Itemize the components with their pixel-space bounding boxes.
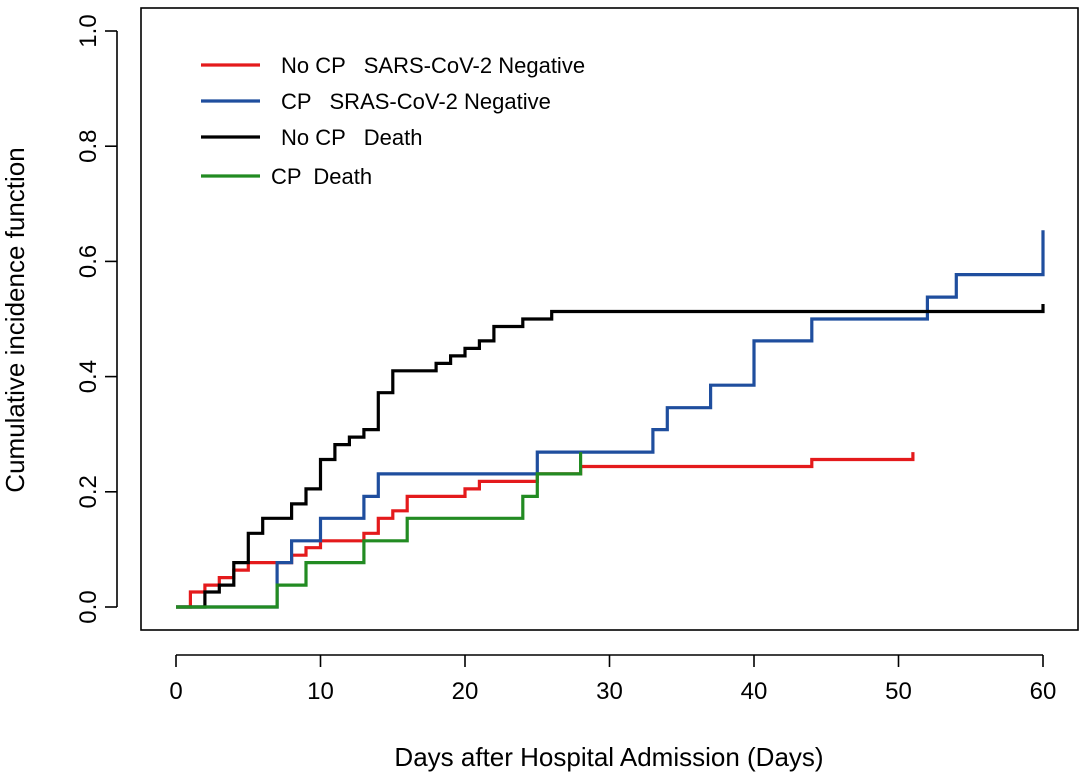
- legend-label-2: No CP Death: [281, 125, 422, 150]
- y-tick-label: 0.0: [75, 590, 102, 623]
- series-line-2: [176, 304, 1045, 609]
- x-tick-label: 10: [307, 678, 334, 705]
- y-tick-label: 0.8: [75, 130, 102, 163]
- x-tick-label: 30: [596, 678, 623, 705]
- y-tick-label: 0.4: [75, 360, 102, 393]
- x-axis: 0 10 20 30 40 50 60: [169, 654, 1057, 705]
- x-tick-label: 0: [169, 678, 182, 705]
- x-tick-label: 60: [1030, 678, 1057, 705]
- legend-label-1: CP SRAS-CoV-2 Negative: [281, 89, 551, 114]
- y-tick-label: 1.0: [75, 14, 102, 47]
- legend-label-0: No CP SARS-CoV-2 Negative: [281, 53, 585, 78]
- series-lines: [176, 230, 1045, 609]
- legend-label-3: CP Death: [271, 164, 372, 189]
- y-axis: 0.0 0.2 0.4 0.6 0.8 1.0: [75, 14, 118, 624]
- x-tick-label: 40: [741, 678, 768, 705]
- plot-frame: [140, 7, 1079, 631]
- y-tick-label: 0.2: [75, 475, 102, 508]
- x-tick-label: 20: [452, 678, 479, 705]
- x-tick-label: 50: [885, 678, 912, 705]
- y-axis-title: Cumulative incidence function: [0, 147, 30, 492]
- legend: No CP SARS-CoV-2 Negative CP SRAS-CoV-2 N…: [201, 53, 585, 189]
- y-tick-label: 0.6: [75, 245, 102, 278]
- series-line-3: [176, 452, 583, 609]
- x-axis-title: Days after Hospital Admission (Days): [394, 742, 823, 772]
